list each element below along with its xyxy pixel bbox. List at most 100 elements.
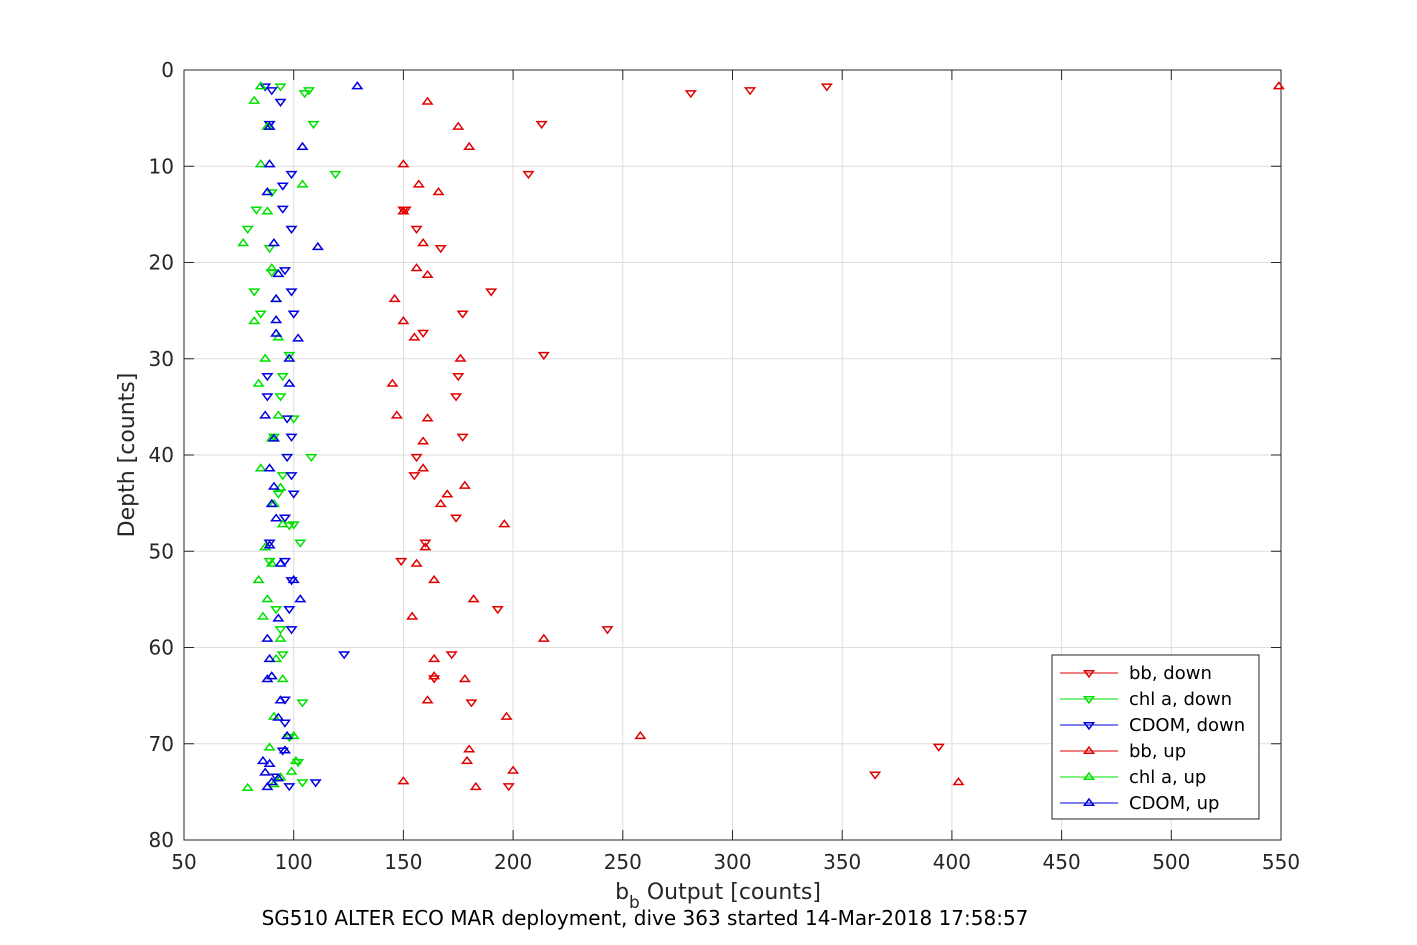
data-point bbox=[274, 83, 287, 92]
y-tick-label: 80 bbox=[149, 828, 174, 852]
data-point bbox=[274, 633, 287, 642]
series-chl-a-up bbox=[237, 81, 309, 792]
data-point bbox=[261, 206, 274, 215]
data-point bbox=[507, 765, 520, 774]
data-point bbox=[820, 83, 833, 92]
series-cdom-down bbox=[259, 83, 351, 792]
data-point bbox=[237, 238, 250, 247]
legend-label: CDOM, up bbox=[1129, 793, 1219, 814]
figure-caption: SG510 ALTER ECO MAR deployment, dive 363… bbox=[262, 906, 1029, 930]
data-point bbox=[419, 542, 432, 551]
data-point bbox=[537, 351, 550, 361]
data-point bbox=[267, 481, 281, 490]
data-point bbox=[274, 558, 287, 567]
data-point bbox=[265, 263, 278, 272]
data-point bbox=[270, 653, 283, 663]
data-point bbox=[276, 747, 289, 756]
data-point bbox=[421, 413, 434, 422]
data-point bbox=[259, 410, 272, 419]
data-point bbox=[454, 353, 467, 362]
data-point bbox=[276, 472, 289, 481]
data-point bbox=[283, 353, 296, 362]
data-point bbox=[397, 776, 410, 785]
data-point bbox=[395, 557, 408, 567]
data-point bbox=[399, 206, 412, 215]
data-point bbox=[281, 453, 294, 463]
data-point bbox=[270, 293, 283, 303]
data-point bbox=[309, 779, 322, 788]
data-point bbox=[254, 310, 267, 319]
data-point bbox=[259, 542, 272, 551]
legend-box bbox=[1051, 654, 1260, 820]
data-point bbox=[351, 81, 364, 90]
data-point bbox=[283, 783, 296, 792]
data-point bbox=[522, 170, 535, 180]
data-point bbox=[256, 755, 270, 765]
x-axis-label-rest: Output [counts] bbox=[640, 880, 821, 905]
data-point bbox=[458, 674, 471, 683]
data-point bbox=[270, 315, 283, 324]
data-point bbox=[291, 333, 305, 342]
data-point bbox=[298, 90, 311, 99]
data-point bbox=[263, 557, 276, 567]
data-point bbox=[261, 781, 274, 791]
data-point bbox=[408, 472, 421, 481]
data-point bbox=[463, 744, 476, 753]
data-point bbox=[287, 490, 300, 499]
x-tick-label: 500 bbox=[1152, 850, 1190, 874]
data-point bbox=[263, 540, 276, 549]
data-point bbox=[428, 574, 441, 584]
data-point bbox=[296, 779, 309, 788]
data-point bbox=[410, 225, 423, 235]
data-point bbox=[261, 594, 274, 603]
data-point bbox=[278, 267, 292, 276]
data-point bbox=[287, 730, 300, 740]
data-point bbox=[241, 225, 254, 235]
data-point bbox=[535, 120, 548, 130]
x-tick-label: 450 bbox=[1043, 850, 1081, 874]
data-point bbox=[287, 310, 300, 319]
data-point bbox=[265, 558, 278, 567]
y-tick-label: 40 bbox=[149, 443, 174, 467]
data-point bbox=[274, 482, 287, 491]
data-point bbox=[498, 519, 511, 528]
data-point bbox=[397, 159, 410, 168]
data-point bbox=[289, 755, 302, 765]
data-point bbox=[254, 81, 267, 90]
data-point bbox=[485, 288, 498, 297]
data-point bbox=[263, 758, 276, 767]
data-point bbox=[276, 373, 289, 382]
data-point bbox=[410, 263, 423, 272]
data-point bbox=[684, 90, 697, 99]
data-point bbox=[263, 653, 276, 663]
data-point bbox=[434, 245, 447, 254]
data-point bbox=[261, 187, 274, 196]
y-tick-label: 30 bbox=[149, 347, 174, 371]
data-point bbox=[261, 674, 274, 683]
series-bb-down bbox=[395, 83, 945, 792]
data-point bbox=[338, 651, 351, 660]
data-point bbox=[417, 463, 430, 472]
data-point bbox=[311, 241, 324, 251]
data-point bbox=[263, 121, 276, 130]
series-cdom-up bbox=[256, 81, 364, 791]
data-point bbox=[465, 699, 478, 708]
data-point bbox=[294, 539, 307, 548]
data-point bbox=[287, 574, 300, 584]
data-point bbox=[263, 159, 276, 168]
data-point bbox=[460, 755, 474, 765]
x-axis-label-subscript: b bbox=[629, 893, 640, 913]
axis-ticks: 50 100 150 200 250 300 350 400 450 500 550 0 10 20 30 4… bbox=[149, 58, 1301, 874]
data-point bbox=[432, 187, 445, 196]
data-point bbox=[397, 206, 410, 215]
data-point bbox=[241, 782, 254, 792]
data-point bbox=[428, 653, 441, 663]
legend-marker bbox=[1082, 797, 1096, 807]
data-point bbox=[248, 95, 261, 104]
legend-marker bbox=[1082, 695, 1096, 705]
data-point bbox=[428, 671, 441, 680]
data-point bbox=[259, 353, 272, 362]
legend-label: chl a, up bbox=[1129, 767, 1206, 788]
y-axis-label: Depth [counts] bbox=[115, 373, 140, 538]
data-point bbox=[274, 98, 287, 107]
